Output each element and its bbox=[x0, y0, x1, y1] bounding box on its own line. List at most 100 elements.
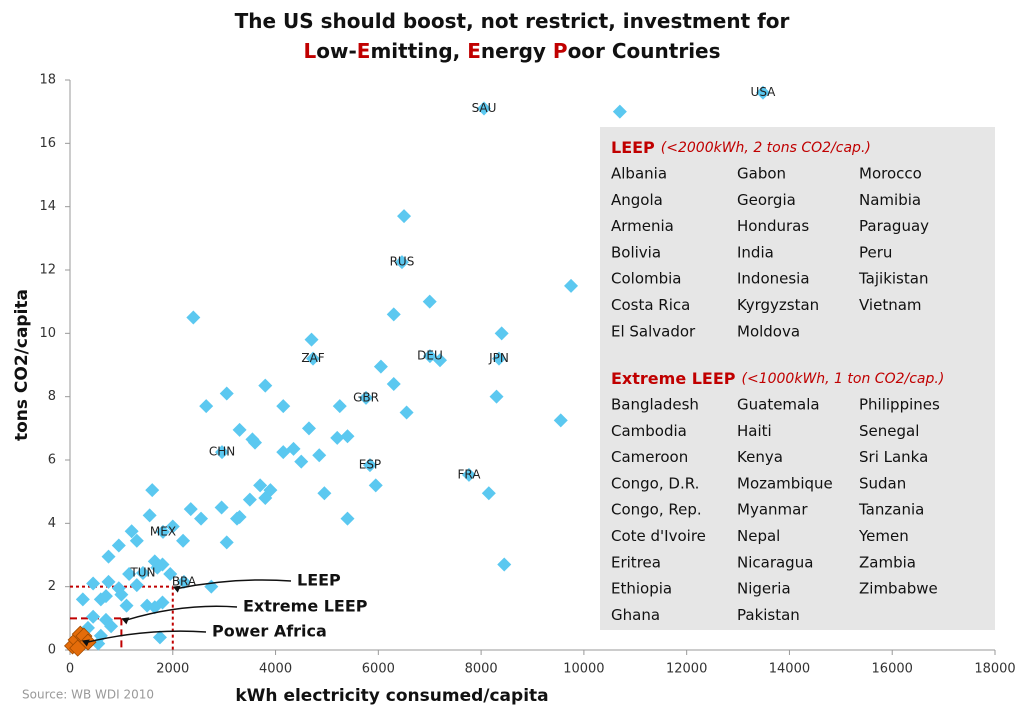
data-point bbox=[258, 491, 273, 505]
data-point bbox=[399, 405, 414, 420]
data-point bbox=[135, 566, 150, 581]
y-tick-label: 16 bbox=[39, 136, 56, 151]
country-name: Honduras bbox=[737, 217, 809, 235]
data-point bbox=[156, 524, 171, 539]
country-name: Gabon bbox=[737, 165, 786, 183]
data-point bbox=[397, 209, 412, 224]
x-tick-label: 16000 bbox=[872, 662, 913, 677]
arrow-head bbox=[121, 617, 130, 625]
point-label: JPN bbox=[488, 351, 509, 365]
data-point bbox=[304, 332, 319, 347]
y-tick-label: 0 bbox=[48, 643, 56, 658]
country-name: Kenya bbox=[737, 448, 783, 466]
data-point bbox=[150, 560, 165, 575]
data-point bbox=[330, 430, 345, 445]
data-point bbox=[394, 255, 409, 270]
data-point bbox=[494, 326, 509, 341]
data-point bbox=[86, 576, 101, 591]
y-tick-label: 14 bbox=[39, 199, 56, 214]
chart-title: The US should boost, not restrict, inves… bbox=[235, 9, 790, 33]
data-point bbox=[219, 535, 234, 550]
data-point bbox=[176, 533, 191, 548]
point-label: BRA bbox=[172, 574, 197, 588]
country-name: Congo, D.R. bbox=[611, 474, 699, 492]
data-point bbox=[186, 310, 201, 325]
data-point bbox=[101, 574, 116, 589]
country-name: Ghana bbox=[611, 606, 660, 624]
country-name: Armenia bbox=[611, 217, 674, 235]
panel-heading: Extreme LEEP (<1000kWh, 1 ton CO2/cap.) bbox=[611, 369, 944, 388]
country-name: India bbox=[737, 243, 774, 261]
data-point bbox=[491, 351, 506, 366]
data-point bbox=[145, 483, 160, 498]
point-label: TUN bbox=[129, 566, 155, 580]
data-point bbox=[373, 359, 388, 374]
data-point bbox=[564, 278, 579, 293]
country-name: Congo, Rep. bbox=[611, 501, 702, 519]
country-name: Namibia bbox=[859, 191, 921, 209]
data-point bbox=[301, 421, 316, 436]
data-point bbox=[612, 104, 627, 119]
country-name: Colombia bbox=[611, 270, 682, 288]
y-tick-label: 8 bbox=[48, 389, 56, 404]
data-point bbox=[111, 538, 126, 553]
data-point bbox=[98, 589, 113, 604]
title-part: The US should boost, not restrict, inves… bbox=[235, 9, 790, 33]
country-name: Haiti bbox=[737, 422, 772, 440]
data-point bbox=[276, 445, 291, 460]
data-point bbox=[86, 609, 101, 624]
data-point bbox=[69, 639, 87, 657]
data-point bbox=[332, 399, 347, 414]
point-label: SAU bbox=[472, 101, 497, 115]
annotation-label: Extreme LEEP bbox=[243, 597, 368, 616]
x-tick-label: 6000 bbox=[362, 662, 395, 677]
y-tick-label: 2 bbox=[48, 579, 56, 594]
data-point bbox=[312, 448, 327, 463]
x-axis-title: kWh electricity consumed/capita bbox=[235, 686, 548, 706]
x-tick-label: 4000 bbox=[259, 662, 292, 677]
country-name: Mozambique bbox=[737, 474, 833, 492]
data-point bbox=[422, 349, 437, 364]
title-part: ow- bbox=[316, 39, 357, 63]
x-tick-label: 8000 bbox=[465, 662, 498, 677]
data-point bbox=[242, 492, 257, 507]
point-label: CHN bbox=[209, 445, 235, 459]
data-point bbox=[553, 413, 568, 428]
data-point bbox=[340, 511, 355, 526]
data-point bbox=[165, 519, 180, 534]
data-point bbox=[317, 486, 332, 501]
data-point bbox=[163, 567, 178, 581]
x-tick-label: 14000 bbox=[769, 662, 810, 677]
data-point bbox=[253, 478, 268, 493]
country-name: Sri Lanka bbox=[859, 448, 928, 466]
arrow-head bbox=[172, 585, 181, 593]
data-point bbox=[124, 524, 139, 539]
country-name: Tanzania bbox=[858, 501, 924, 519]
data-point bbox=[232, 422, 247, 437]
title-part: oor Countries bbox=[568, 39, 721, 63]
y-axis-title: tons CO2/capita bbox=[12, 289, 32, 441]
data-point bbox=[248, 435, 262, 450]
country-name: Nigeria bbox=[737, 580, 791, 598]
title-part: P bbox=[553, 39, 568, 63]
data-point bbox=[129, 578, 144, 593]
data-point bbox=[104, 619, 119, 634]
y-tick-label: 6 bbox=[48, 453, 56, 468]
annotation-arrow bbox=[85, 630, 207, 644]
data-point bbox=[461, 467, 476, 482]
data-point bbox=[433, 353, 447, 368]
data-point bbox=[340, 429, 355, 444]
x-tick-label: 0 bbox=[66, 662, 74, 677]
title-part: E bbox=[357, 39, 371, 63]
country-name: Paraguay bbox=[859, 217, 929, 235]
arrow-head bbox=[81, 639, 90, 647]
panel-heading-title: LEEP bbox=[611, 138, 655, 157]
chart-title: Low-Emitting, Energy Poor Countries bbox=[303, 39, 720, 63]
country-name: Myanmar bbox=[737, 501, 808, 519]
point-label: ZAF bbox=[301, 351, 324, 365]
panel-heading-subtitle: (<2000kWh, 2 tons CO2/cap.) bbox=[661, 140, 871, 156]
y-tick-label: 18 bbox=[39, 73, 56, 88]
data-point bbox=[122, 567, 137, 581]
legend-panel bbox=[600, 127, 995, 630]
